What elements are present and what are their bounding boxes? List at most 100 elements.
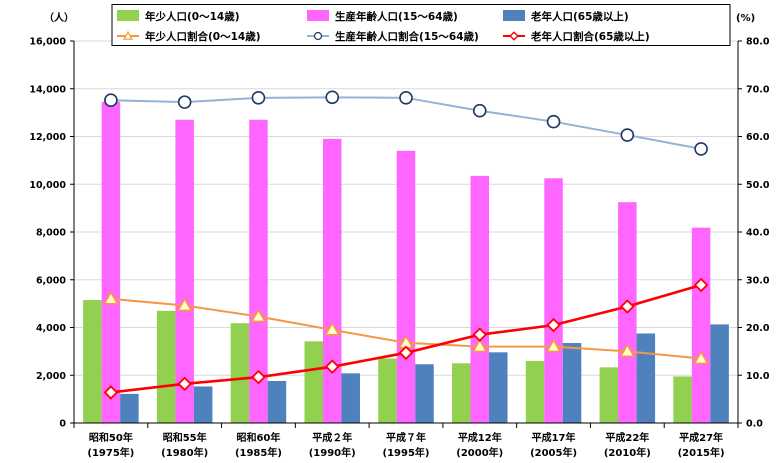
right-tick-label: 50.0 bbox=[746, 180, 770, 191]
right-tick-label: 80.0 bbox=[746, 37, 770, 48]
x-tick-label: 平成22年 bbox=[605, 431, 649, 444]
line-point bbox=[398, 345, 414, 361]
line-point bbox=[325, 90, 340, 105]
bar bbox=[525, 360, 545, 423]
bar bbox=[249, 119, 268, 423]
line-point bbox=[619, 343, 636, 358]
line-point bbox=[545, 338, 562, 353]
right-tick-label: 0.0 bbox=[746, 419, 763, 430]
x-tick-label: 昭和60年 bbox=[236, 431, 280, 444]
line-point bbox=[472, 103, 487, 118]
bar bbox=[322, 138, 342, 423]
legend-swatch bbox=[117, 10, 139, 21]
bar bbox=[193, 386, 213, 423]
x-tick-label: 平成12年 bbox=[458, 431, 502, 444]
bar bbox=[83, 300, 102, 423]
legend-label: 生産年齢人口割合(15～64歳) bbox=[335, 30, 479, 43]
x-tick-label: 平成27年 bbox=[679, 431, 723, 444]
x-tick-label: 平成７年 bbox=[386, 431, 426, 444]
left-tick-label: 10,000 bbox=[29, 180, 66, 191]
bar bbox=[156, 310, 176, 423]
bar bbox=[378, 358, 397, 423]
bar bbox=[230, 323, 250, 423]
bar bbox=[304, 341, 323, 423]
line-point bbox=[103, 385, 119, 400]
line-point bbox=[546, 114, 561, 129]
bar bbox=[470, 175, 490, 423]
line-point bbox=[324, 359, 340, 374]
left-tick-label: 16,000 bbox=[29, 37, 66, 48]
bar bbox=[452, 363, 471, 423]
axes: 0 2,000 4,000 6,000 8,000 10,000 12,000 14,000 1… bbox=[29, 11, 770, 459]
legend-marker bbox=[313, 31, 323, 41]
x-tick-label: 昭和50年 bbox=[89, 431, 133, 444]
line-point bbox=[251, 369, 266, 385]
left-tick-label: 12,000 bbox=[29, 132, 66, 143]
bar bbox=[636, 333, 656, 423]
line-point bbox=[250, 308, 267, 323]
legend: 年少人口(0～14歳) 生産年齢人口(15～64歳) 老年人口(65歳以上) 年少人口… bbox=[111, 4, 731, 46]
x-tick-label: (1980年) bbox=[161, 446, 208, 459]
legend-label: 老年人口(65歳以上) bbox=[530, 10, 629, 23]
x-tick-label: (2000年) bbox=[456, 446, 503, 459]
legend-label: 年少人口割合(0～14歳) bbox=[145, 30, 261, 43]
right-tick-label: 10.0 bbox=[746, 371, 770, 382]
line-point bbox=[694, 142, 708, 156]
left-tick-label: 4,000 bbox=[36, 323, 66, 334]
left-tick-label: 2,000 bbox=[36, 371, 66, 382]
x-tick-label: (2015年) bbox=[678, 446, 725, 459]
legend-label: 老年人口割合(65歳以上) bbox=[530, 30, 650, 43]
line-point bbox=[693, 277, 709, 293]
line-point bbox=[693, 350, 709, 365]
line-point bbox=[176, 297, 193, 312]
lines bbox=[103, 90, 709, 400]
right-tick-label: 30.0 bbox=[746, 275, 770, 286]
line-point bbox=[103, 290, 119, 305]
right-axis-unit: (%) bbox=[736, 13, 755, 24]
series-line bbox=[110, 96, 702, 150]
line-point bbox=[472, 327, 488, 342]
x-tick-label: 平成２年 bbox=[312, 431, 352, 444]
bar bbox=[489, 352, 508, 423]
x-tick-label: (1975年) bbox=[87, 446, 134, 459]
left-tick-label: 6,000 bbox=[36, 275, 66, 286]
bar bbox=[415, 364, 434, 423]
line-point bbox=[620, 299, 635, 314]
x-tick-label: (2005年) bbox=[530, 446, 577, 459]
x-tick-label: (2010年) bbox=[604, 446, 651, 459]
bar bbox=[267, 380, 287, 423]
x-tick-label: (1990年) bbox=[309, 446, 356, 459]
right-tick-label: 60.0 bbox=[746, 132, 770, 143]
line-point bbox=[251, 91, 266, 105]
line-point bbox=[324, 321, 341, 336]
bar bbox=[673, 376, 692, 423]
line-point bbox=[546, 317, 561, 333]
bar bbox=[175, 119, 194, 423]
legend-swatch bbox=[503, 10, 525, 21]
bar bbox=[101, 101, 121, 423]
x-tick-label: 平成17年 bbox=[532, 431, 576, 444]
line-point bbox=[471, 338, 488, 353]
left-tick-label: 8,000 bbox=[36, 228, 66, 239]
x-tick-label: 昭和55年 bbox=[163, 431, 207, 444]
bar bbox=[710, 324, 729, 423]
x-tick-label: (1995年) bbox=[383, 446, 430, 459]
left-tick-label: 14,000 bbox=[29, 84, 66, 95]
bars bbox=[83, 101, 729, 423]
bar bbox=[341, 373, 360, 423]
right-tick-label: 70.0 bbox=[746, 84, 770, 95]
legend-marker bbox=[122, 30, 134, 40]
right-tick-label: 20.0 bbox=[746, 323, 770, 334]
bar bbox=[544, 178, 563, 423]
legend-marker bbox=[509, 31, 519, 41]
line-point bbox=[104, 93, 118, 108]
bar bbox=[396, 150, 416, 423]
line-point bbox=[177, 95, 192, 109]
x-tick-label: (1985年) bbox=[235, 446, 282, 459]
left-axis-unit: （人） bbox=[44, 11, 74, 24]
line-point bbox=[399, 91, 413, 105]
legend-box bbox=[111, 4, 731, 46]
bar bbox=[120, 393, 139, 423]
legend-label: 年少人口(0～14歳) bbox=[145, 10, 240, 23]
